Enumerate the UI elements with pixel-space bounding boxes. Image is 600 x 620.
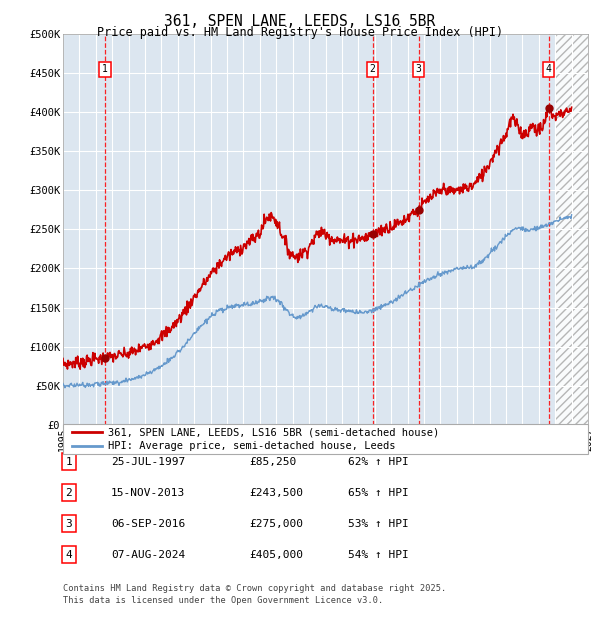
Text: 4: 4	[545, 64, 551, 74]
Bar	[555, 34, 600, 425]
Text: This data is licensed under the Open Government Licence v3.0.: This data is licensed under the Open Gov…	[63, 596, 383, 606]
Text: 53% ↑ HPI: 53% ↑ HPI	[348, 519, 409, 529]
Text: Price paid vs. HM Land Registry's House Price Index (HPI): Price paid vs. HM Land Registry's House …	[97, 26, 503, 39]
Text: Contains HM Land Registry data © Crown copyright and database right 2025.: Contains HM Land Registry data © Crown c…	[63, 584, 446, 593]
Text: 4: 4	[65, 550, 73, 560]
Text: 2: 2	[65, 488, 73, 498]
Text: 62% ↑ HPI: 62% ↑ HPI	[348, 457, 409, 467]
Text: 361, SPEN LANE, LEEDS, LS16 5BR: 361, SPEN LANE, LEEDS, LS16 5BR	[164, 14, 436, 29]
Text: 361, SPEN LANE, LEEDS, LS16 5BR (semi-detached house): 361, SPEN LANE, LEEDS, LS16 5BR (semi-de…	[108, 427, 439, 438]
Text: £275,000: £275,000	[249, 519, 303, 529]
Text: 1: 1	[102, 64, 108, 74]
Text: 3: 3	[65, 519, 73, 529]
Text: 1: 1	[65, 457, 73, 467]
Text: 65% ↑ HPI: 65% ↑ HPI	[348, 488, 409, 498]
Text: £243,500: £243,500	[249, 488, 303, 498]
Text: 54% ↑ HPI: 54% ↑ HPI	[348, 550, 409, 560]
Text: 07-AUG-2024: 07-AUG-2024	[111, 550, 185, 560]
Text: HPI: Average price, semi-detached house, Leeds: HPI: Average price, semi-detached house,…	[108, 441, 395, 451]
Text: 25-JUL-1997: 25-JUL-1997	[111, 457, 185, 467]
Text: 06-SEP-2016: 06-SEP-2016	[111, 519, 185, 529]
Text: 2: 2	[370, 64, 376, 74]
Text: £405,000: £405,000	[249, 550, 303, 560]
Text: £85,250: £85,250	[249, 457, 296, 467]
Text: 3: 3	[416, 64, 422, 74]
Text: 15-NOV-2013: 15-NOV-2013	[111, 488, 185, 498]
